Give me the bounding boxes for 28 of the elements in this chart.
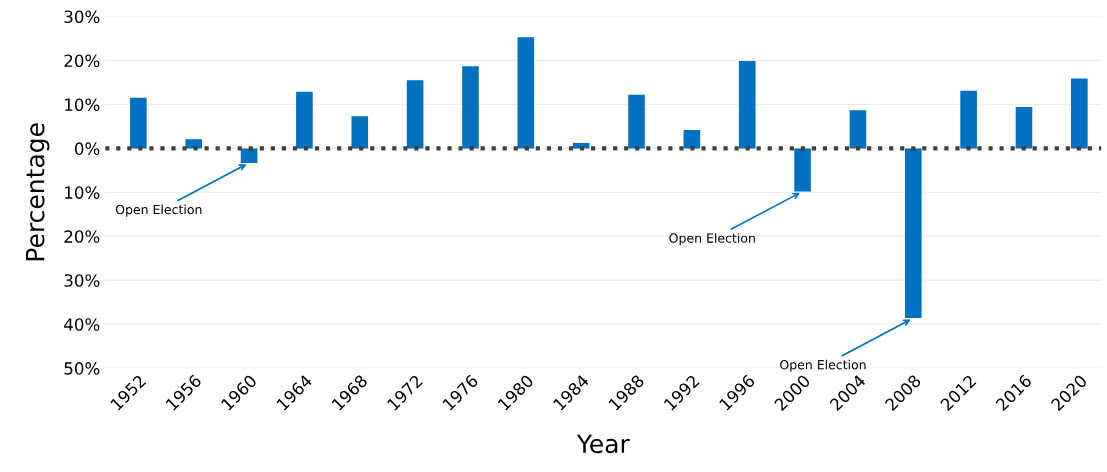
bar <box>683 129 701 149</box>
bar <box>628 94 645 149</box>
bar <box>130 97 147 149</box>
bar <box>1015 107 1033 149</box>
annotation: Open Election <box>669 233 755 246</box>
bar <box>462 66 479 149</box>
y-tick-label: 0% <box>74 142 100 155</box>
bar <box>960 90 977 149</box>
annotation: Open Election <box>115 204 202 217</box>
bar <box>794 148 811 192</box>
y-tick-label: 30% <box>64 274 100 287</box>
bar <box>406 80 424 149</box>
y-tick-label: 10% <box>65 186 100 199</box>
y-tick-label: 30% <box>64 10 100 24</box>
bar <box>296 91 313 149</box>
x-axis-title: Year <box>576 434 630 454</box>
bar <box>738 60 756 149</box>
bar <box>517 37 535 149</box>
bar <box>1071 78 1088 149</box>
bar <box>849 110 867 149</box>
bar <box>351 116 369 149</box>
y-tick-label: 20% <box>64 230 100 243</box>
y-tick-label: 50% <box>64 362 100 375</box>
y-tick-label: 10% <box>65 98 100 111</box>
y-tick-label: 20% <box>64 54 100 68</box>
y-axis-title: Percentage <box>25 123 50 261</box>
y-tick-label: 40% <box>64 318 100 331</box>
annotation: Open Election <box>780 359 866 372</box>
